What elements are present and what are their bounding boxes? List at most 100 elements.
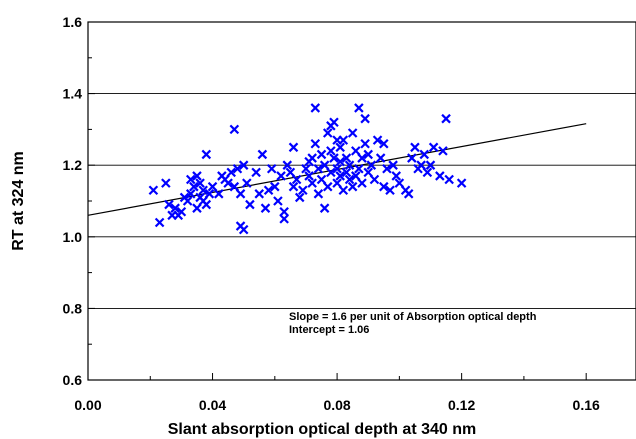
data-point	[379, 181, 389, 192]
y-axis-title: RT at 324 nm	[10, 151, 27, 251]
data-point	[276, 171, 286, 181]
data-point	[438, 146, 448, 156]
data-point	[444, 174, 454, 185]
data-point	[204, 189, 215, 199]
data-point	[322, 181, 333, 192]
data-point	[182, 196, 193, 206]
data-point	[347, 128, 358, 138]
data-point	[201, 149, 212, 160]
data-point	[313, 189, 324, 199]
data-point	[301, 164, 311, 174]
data-point	[257, 149, 268, 160]
data-point	[425, 160, 436, 170]
data-point	[282, 160, 293, 170]
data-point	[307, 153, 317, 163]
data-point	[372, 135, 383, 145]
data-point	[154, 217, 165, 228]
data-point	[185, 189, 196, 199]
axis-ticks	[87, 21, 587, 381]
data-point	[161, 178, 171, 188]
data-point	[341, 153, 352, 163]
data-point	[347, 181, 358, 192]
data-point	[441, 113, 451, 124]
data-point	[263, 185, 274, 196]
data-point	[407, 153, 417, 163]
data-point	[291, 174, 302, 185]
data-point	[313, 164, 324, 174]
data-point	[229, 181, 240, 192]
data-point	[254, 189, 265, 199]
data-point	[350, 146, 361, 156]
data-point	[185, 174, 196, 185]
data-point	[422, 167, 433, 178]
data-point	[357, 178, 367, 188]
data-point	[332, 178, 342, 188]
data-point	[410, 142, 420, 153]
x-tick-label: 0.04	[199, 397, 226, 413]
y-tick-labels: 0.6 0.8 1.0 1.2 1.4 1.6	[63, 14, 83, 388]
data-point	[344, 160, 355, 170]
data-point	[235, 189, 246, 199]
data-point	[192, 171, 202, 181]
data-point	[338, 135, 349, 145]
data-point	[322, 128, 333, 138]
y-tick-label: 0.8	[63, 300, 83, 316]
data-point	[341, 167, 352, 178]
data-point	[251, 167, 261, 178]
data-point	[329, 117, 339, 128]
data-point	[332, 164, 342, 174]
data-point	[288, 181, 299, 192]
data-point	[195, 178, 205, 188]
data-point	[229, 124, 240, 135]
data-point	[403, 189, 414, 199]
data-point	[242, 178, 252, 188]
data-point	[260, 203, 271, 213]
data-point	[307, 178, 317, 188]
data-point	[363, 167, 374, 178]
data-point	[164, 199, 174, 210]
data-point	[298, 185, 308, 196]
data-point	[335, 171, 345, 181]
x-tick-label: 0.00	[74, 397, 101, 413]
data-point	[310, 103, 321, 113]
x-tick-label: 0.12	[448, 397, 475, 413]
data-point	[428, 142, 439, 153]
data-point	[394, 178, 405, 188]
data-point	[294, 192, 305, 203]
data-point	[391, 171, 402, 181]
data-point	[360, 138, 370, 149]
data-point	[226, 167, 237, 178]
data-point	[176, 206, 187, 217]
data-point	[266, 164, 277, 174]
data-point	[319, 160, 330, 170]
data-point	[388, 160, 398, 170]
data-point	[435, 171, 445, 181]
data-point	[170, 203, 180, 213]
data-point	[238, 224, 249, 235]
data-point	[148, 185, 159, 196]
y-tick-label: 1.6	[63, 14, 83, 30]
grid-lines	[88, 93, 636, 309]
data-point	[369, 174, 380, 185]
data-point	[329, 153, 339, 163]
data-points	[148, 103, 467, 235]
data-point	[326, 167, 336, 178]
data-point	[213, 189, 224, 199]
data-point	[456, 178, 467, 188]
data-point	[238, 160, 249, 170]
x-tick-labels: 0.00 0.04 0.08 0.12 0.16	[74, 397, 600, 413]
data-point	[245, 199, 255, 210]
data-point	[354, 164, 364, 174]
data-point	[338, 185, 349, 196]
y-tick-label: 0.6	[63, 372, 83, 388]
data-point	[385, 185, 395, 196]
data-point	[310, 138, 321, 149]
data-point	[285, 167, 296, 178]
intercept-annotation: Intercept = 1.06	[289, 324, 369, 336]
y-tick-label: 1.4	[63, 86, 83, 102]
data-point	[304, 171, 314, 181]
data-point	[382, 164, 392, 174]
data-point	[350, 171, 361, 181]
y-tick-label: 1.0	[63, 229, 83, 245]
